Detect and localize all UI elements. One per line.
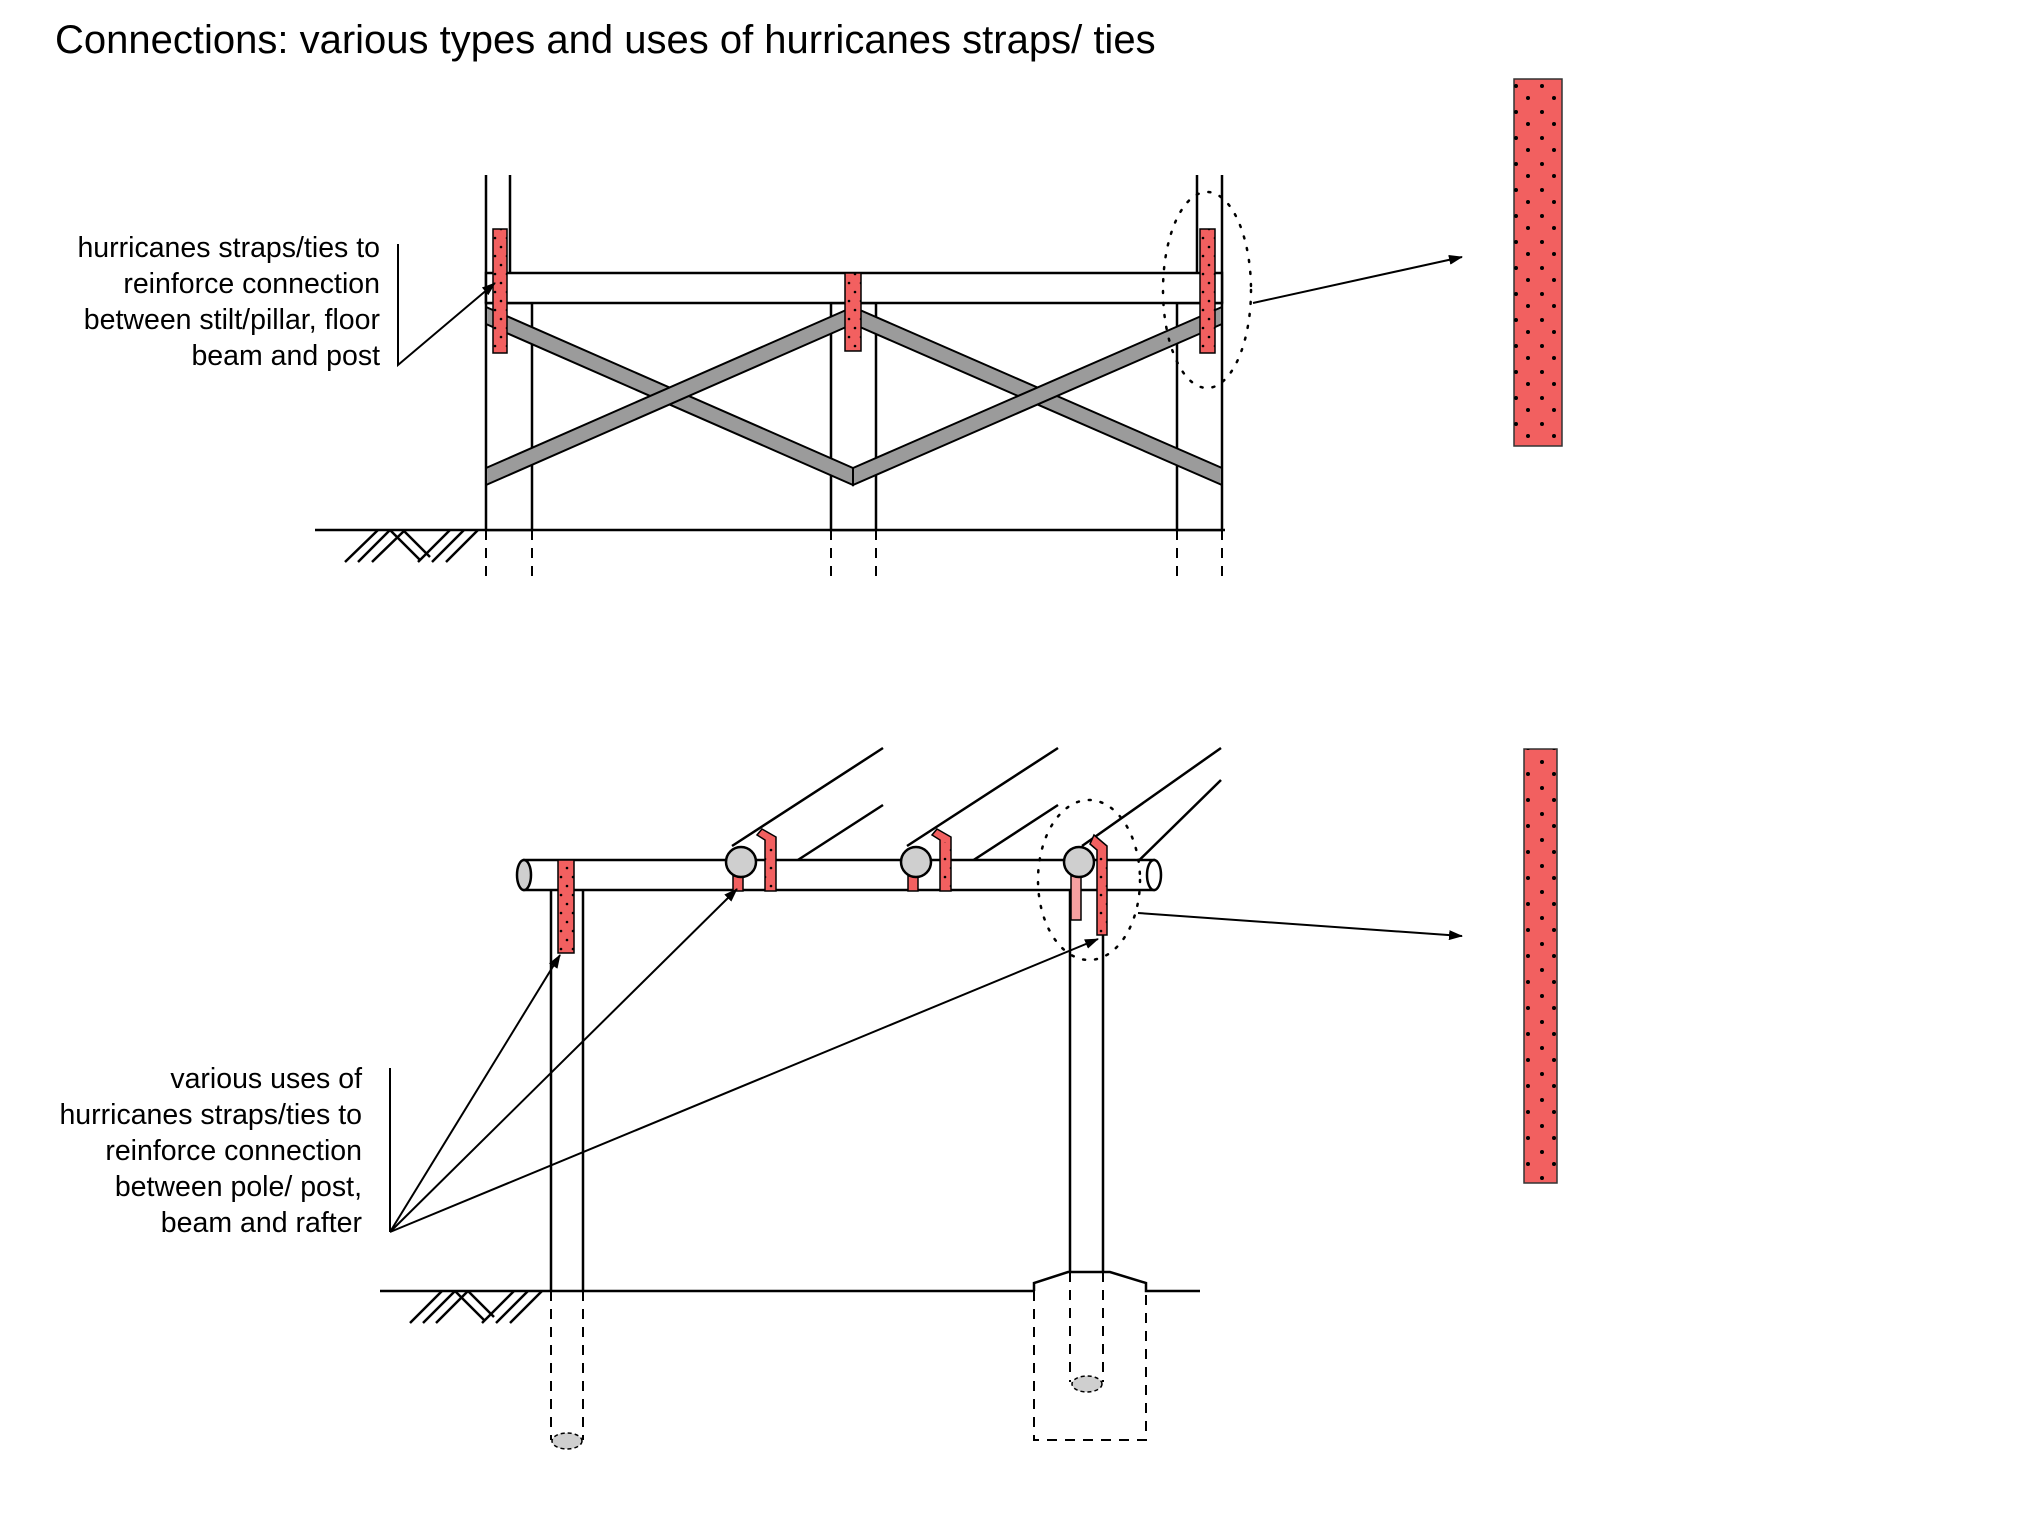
label-line: beam and rafter	[160, 1207, 362, 1239]
top-stilt-foundations	[485, 530, 1223, 582]
label-line: hurricanes straps/ties to	[59, 1099, 362, 1131]
leader-to-pole-strap	[389, 954, 561, 1233]
bottom-diagram-label: various uses of hurricanes straps/ties t…	[10, 1061, 362, 1241]
left-pole-base	[551, 1432, 583, 1450]
page-title: Connections: various types and uses of h…	[55, 18, 1156, 62]
label-line: hurricanes straps/ties to	[77, 232, 380, 264]
concrete-footing	[1033, 1291, 1147, 1441]
top-leader-arrow	[397, 244, 496, 368]
cross-braces	[485, 305, 1223, 487]
label-line: various uses of	[170, 1063, 362, 1095]
label-line: between pole/ post,	[114, 1171, 362, 1203]
label-line: reinforce connection	[105, 1135, 362, 1167]
top-strap-detail	[1513, 78, 1563, 447]
leader-to-corner-strap	[389, 938, 1099, 1233]
label-line: beam and post	[191, 340, 380, 372]
bottom-leaders	[389, 888, 1463, 1233]
middle-stilt	[829, 301, 878, 532]
top-straps	[492, 228, 1216, 354]
rafters	[731, 746, 1222, 880]
top-leaders	[397, 244, 1463, 368]
round-beam	[515, 858, 1163, 892]
label-line: reinforce connection	[123, 268, 380, 300]
top-detail-arrow	[1252, 254, 1463, 304]
rafter-ends	[724, 845, 1096, 879]
bottom-ground	[380, 1270, 1200, 1324]
label-line: between stilt/pillar, floor	[83, 304, 380, 336]
leader-to-rafter-strap	[389, 888, 738, 1233]
bottom-posts	[549, 890, 1105, 1291]
bottom-detail-highlight	[1036, 798, 1142, 962]
top-diagram-label: hurricanes straps/ties to reinforce conn…	[20, 230, 380, 374]
top-detail-highlight	[1161, 190, 1253, 390]
bottom-detail-arrow	[1137, 912, 1463, 941]
bottom-foundations	[550, 1272, 1147, 1441]
bottom-strap-detail	[1523, 748, 1558, 1184]
bottom-straps	[557, 828, 1108, 954]
top-ground	[315, 528, 1225, 563]
right-pole-base	[1071, 1375, 1103, 1393]
